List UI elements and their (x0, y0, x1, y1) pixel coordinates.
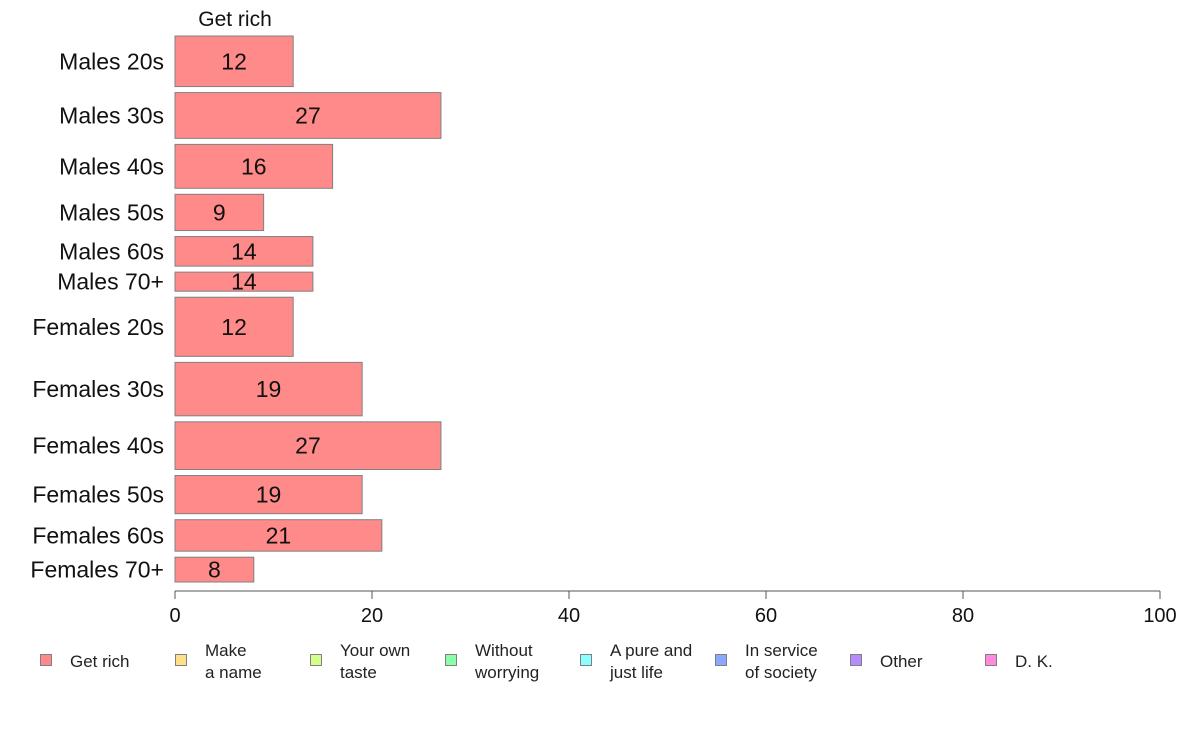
category-label: Males 20s (59, 48, 164, 74)
legend-label: Your own taste (340, 641, 411, 682)
bar-value-label: 27 (295, 433, 321, 459)
bar-value-label: 19 (256, 482, 282, 508)
bar-value-label: 12 (221, 48, 247, 74)
bar (174, 35, 294, 88)
bar (174, 519, 383, 552)
bar-value-label: 14 (231, 269, 257, 295)
legend-swatch (175, 654, 187, 666)
category-label: Females 60s (32, 522, 164, 548)
legend-swatch (985, 654, 997, 666)
x-tick-label: 60 (755, 605, 777, 627)
legend-swatch (580, 654, 592, 666)
category-label: Males 40s (59, 153, 164, 179)
column-title: Get rich (198, 8, 272, 31)
category-label: Females 40s (32, 433, 164, 459)
legend-item: In service of society (715, 638, 845, 688)
bar (174, 556, 255, 583)
bar (174, 271, 314, 292)
x-axis: 0 20 40 60 80 100 (169, 590, 1177, 627)
x-tick-label: 80 (952, 605, 974, 627)
x-tick-label: 40 (558, 605, 580, 627)
category-label: Females 30s (32, 376, 164, 402)
bar (174, 475, 363, 515)
bar-value-label: 19 (256, 376, 282, 402)
bar-value-label: 16 (241, 153, 267, 179)
bar (174, 143, 334, 189)
bar (174, 361, 363, 417)
bar-value-label: 14 (231, 238, 257, 264)
legend-item: Without worrying (445, 638, 575, 688)
category-label: Males 30s (59, 102, 164, 128)
legend-label: Other (880, 652, 923, 671)
legend-item: Get rich (40, 638, 170, 688)
legend-swatch (40, 654, 52, 666)
legend-swatch (850, 654, 862, 666)
x-tick-label: 0 (169, 605, 180, 627)
x-tick-label: 100 (1143, 605, 1176, 627)
legend-swatch (310, 654, 322, 666)
category-label: Males 70+ (57, 269, 164, 295)
legend-swatch (715, 654, 727, 666)
category-labels: Males 20s Males 30s Males 40s Males 50s Male… (30, 48, 164, 582)
bar-value-label: 12 (221, 314, 247, 340)
bar (174, 92, 442, 139)
category-label: Females 50s (32, 482, 164, 508)
bar (174, 296, 294, 357)
bar (174, 421, 442, 471)
legend: Get rich Make a name Your own taste Without… (0, 638, 1188, 698)
legend-swatch (445, 654, 457, 666)
legend-label: Make a name (205, 641, 262, 682)
category-label: Females 70+ (30, 557, 164, 583)
category-label: Males 60s (59, 238, 164, 264)
category-label: Females 20s (32, 314, 164, 340)
legend-item: Make a name (175, 638, 305, 688)
legend-item: Other (850, 638, 980, 688)
x-tick-label: 20 (361, 605, 383, 627)
bar (174, 236, 314, 267)
bar-value-label: 9 (213, 199, 226, 225)
legend-label: Without worrying (475, 641, 540, 682)
bar-value-label: 8 (208, 557, 221, 583)
bar (174, 193, 265, 232)
legend-label: In service of society (745, 641, 818, 682)
legend-item: D. K. (985, 638, 1115, 688)
bar-value-label: 21 (266, 522, 292, 548)
category-label: Males 50s (59, 199, 164, 225)
legend-label: Get rich (70, 652, 130, 671)
legend-label: A pure and just life (610, 641, 693, 682)
legend-item: Your own taste (310, 638, 440, 688)
legend-item: A pure and just life (580, 638, 710, 688)
bar-value-label: 27 (295, 102, 321, 128)
legend-label: D. K. (1015, 652, 1053, 671)
